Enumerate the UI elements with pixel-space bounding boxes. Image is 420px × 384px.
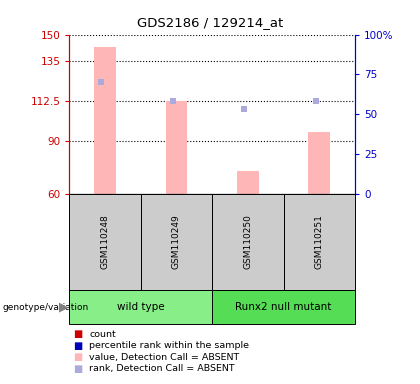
Text: Runx2 null mutant: Runx2 null mutant <box>235 302 332 312</box>
Text: count: count <box>89 329 116 339</box>
Text: wild type: wild type <box>117 302 165 312</box>
Text: percentile rank within the sample: percentile rank within the sample <box>89 341 249 350</box>
Text: rank, Detection Call = ABSENT: rank, Detection Call = ABSENT <box>89 364 235 373</box>
Bar <box>94 47 116 194</box>
Text: value, Detection Call = ABSENT: value, Detection Call = ABSENT <box>89 353 240 362</box>
Bar <box>237 171 259 194</box>
Text: ■: ■ <box>74 329 83 339</box>
Bar <box>308 132 330 194</box>
Bar <box>165 101 187 194</box>
Text: ▶: ▶ <box>59 301 68 314</box>
Text: ■: ■ <box>74 364 83 374</box>
Text: GSM110250: GSM110250 <box>243 215 252 269</box>
Text: GSM110248: GSM110248 <box>100 215 110 269</box>
Text: GDS2186 / 129214_at: GDS2186 / 129214_at <box>137 16 283 29</box>
Text: GSM110251: GSM110251 <box>315 215 324 269</box>
Text: GSM110249: GSM110249 <box>172 215 181 269</box>
Text: genotype/variation: genotype/variation <box>2 303 88 312</box>
Text: ■: ■ <box>74 352 83 362</box>
Text: ■: ■ <box>74 341 83 351</box>
